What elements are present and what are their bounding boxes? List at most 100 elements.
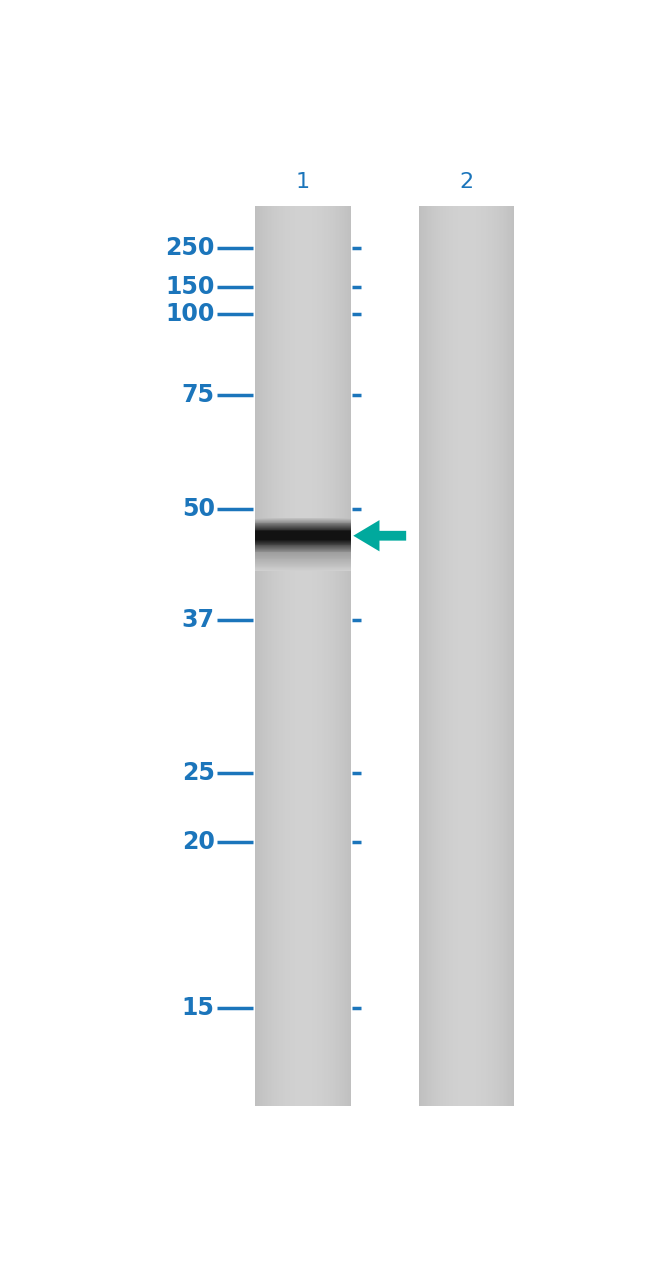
- Bar: [257, 206, 259, 1106]
- Bar: [256, 206, 257, 1106]
- Bar: [337, 206, 339, 1106]
- Bar: [269, 206, 270, 1106]
- Bar: [299, 206, 300, 1106]
- Bar: [347, 206, 348, 1106]
- Bar: [279, 206, 280, 1106]
- Bar: [268, 206, 269, 1106]
- Bar: [311, 206, 313, 1106]
- Bar: [452, 206, 454, 1106]
- Bar: [263, 206, 265, 1106]
- Bar: [504, 206, 505, 1106]
- Bar: [467, 206, 468, 1106]
- Bar: [293, 206, 294, 1106]
- Bar: [321, 206, 322, 1106]
- Text: 50: 50: [182, 498, 215, 521]
- Bar: [255, 206, 256, 1106]
- Bar: [422, 206, 424, 1106]
- Bar: [274, 206, 276, 1106]
- Text: 150: 150: [165, 276, 214, 300]
- Bar: [270, 206, 272, 1106]
- Bar: [281, 206, 283, 1106]
- Bar: [502, 206, 504, 1106]
- Bar: [433, 206, 434, 1106]
- Bar: [494, 206, 495, 1106]
- Bar: [470, 206, 471, 1106]
- Bar: [335, 206, 337, 1106]
- Bar: [464, 206, 465, 1106]
- Bar: [290, 206, 291, 1106]
- Bar: [457, 206, 458, 1106]
- Bar: [278, 206, 279, 1106]
- Bar: [463, 206, 464, 1106]
- Bar: [298, 206, 299, 1106]
- Bar: [313, 206, 314, 1106]
- Bar: [447, 206, 448, 1106]
- Bar: [296, 206, 297, 1106]
- Bar: [469, 206, 470, 1106]
- Bar: [481, 206, 482, 1106]
- Bar: [477, 206, 478, 1106]
- Bar: [507, 206, 508, 1106]
- Bar: [307, 206, 309, 1106]
- Text: 25: 25: [182, 762, 215, 785]
- Bar: [294, 206, 296, 1106]
- Bar: [439, 206, 440, 1106]
- Bar: [484, 206, 486, 1106]
- Bar: [343, 206, 344, 1106]
- Bar: [499, 206, 500, 1106]
- Bar: [310, 206, 311, 1106]
- Bar: [511, 206, 512, 1106]
- Bar: [344, 206, 346, 1106]
- Bar: [323, 206, 324, 1106]
- Bar: [495, 206, 497, 1106]
- Bar: [350, 206, 351, 1106]
- Bar: [461, 206, 462, 1106]
- Bar: [328, 206, 329, 1106]
- Bar: [276, 206, 277, 1106]
- Bar: [259, 206, 260, 1106]
- Bar: [340, 206, 341, 1106]
- Bar: [262, 206, 263, 1106]
- Bar: [330, 206, 332, 1106]
- Bar: [514, 206, 515, 1106]
- Bar: [450, 206, 451, 1106]
- Bar: [341, 206, 343, 1106]
- Bar: [334, 206, 335, 1106]
- Bar: [493, 206, 494, 1106]
- Bar: [419, 206, 420, 1106]
- Bar: [261, 206, 262, 1106]
- Bar: [456, 206, 457, 1106]
- Text: 20: 20: [182, 829, 215, 853]
- Bar: [324, 206, 326, 1106]
- Bar: [431, 206, 432, 1106]
- Text: 2: 2: [460, 171, 474, 192]
- Bar: [505, 206, 506, 1106]
- Bar: [424, 206, 426, 1106]
- Bar: [476, 206, 477, 1106]
- Bar: [451, 206, 452, 1106]
- Bar: [426, 206, 427, 1106]
- Bar: [489, 206, 491, 1106]
- Bar: [454, 206, 456, 1106]
- Bar: [332, 206, 333, 1106]
- Bar: [420, 206, 421, 1106]
- Bar: [465, 206, 467, 1106]
- Bar: [272, 206, 273, 1106]
- Bar: [434, 206, 436, 1106]
- Bar: [474, 206, 475, 1106]
- Text: 1: 1: [296, 171, 310, 192]
- Bar: [277, 206, 278, 1106]
- Bar: [346, 206, 347, 1106]
- Bar: [284, 206, 285, 1106]
- Bar: [303, 206, 304, 1106]
- Bar: [491, 206, 492, 1106]
- Bar: [265, 206, 266, 1106]
- Bar: [322, 206, 323, 1106]
- Bar: [326, 206, 327, 1106]
- Bar: [428, 206, 430, 1106]
- FancyArrow shape: [354, 521, 406, 551]
- Bar: [304, 206, 306, 1106]
- Bar: [339, 206, 340, 1106]
- Bar: [443, 206, 444, 1106]
- Bar: [462, 206, 463, 1106]
